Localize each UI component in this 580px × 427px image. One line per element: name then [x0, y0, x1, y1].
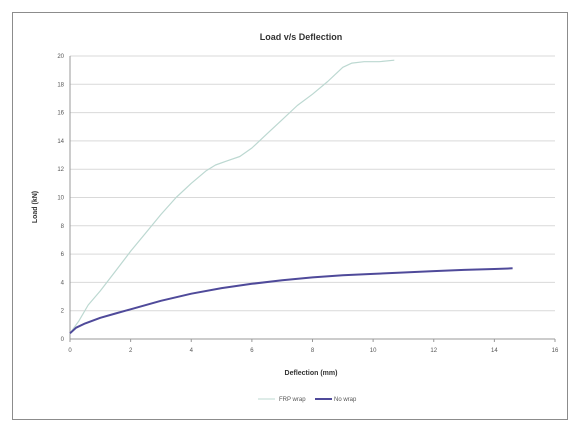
y-tick-label-0: 0	[61, 337, 65, 343]
x-tick-label-14: 14	[491, 348, 498, 354]
series-line-frp-wrap	[69, 59, 395, 334]
x-tick-label-8: 8	[311, 348, 315, 354]
x-tick-label-6: 6	[250, 348, 254, 354]
y-tick-label-18: 18	[57, 82, 64, 88]
x-tick-label-0: 0	[68, 348, 72, 354]
x-tick-label-10: 10	[370, 348, 377, 354]
y-tick-label-16: 16	[57, 111, 64, 117]
series-line-no-wrap	[69, 267, 513, 335]
y-axis-label: Load (kN)	[32, 191, 39, 223]
series-layer	[69, 59, 513, 335]
y-tick-label-8: 8	[61, 224, 65, 230]
y-tick-label-2: 2	[61, 309, 65, 315]
legend-label-no-wrap: No wrap	[334, 397, 357, 403]
chart-svg: Load v/s Deflection 0 2 4 6 8 10 12 14 16 18 20 0 2 4…	[32, 32, 559, 403]
x-axis-label: Deflection (mm)	[285, 370, 338, 377]
x-tick-label-16: 16	[552, 348, 559, 354]
x-tick-label-4: 4	[190, 348, 194, 354]
ticks-layer: 0 2 4 6 8 10 12 14 16 18 20 0 2 4 6 8 10 12 14 16	[57, 54, 559, 354]
grid-layer	[70, 55, 555, 340]
x-tick-label-12: 12	[430, 348, 437, 354]
y-tick-label-12: 12	[57, 167, 64, 173]
y-tick-label-6: 6	[61, 252, 65, 258]
axes-layer	[69, 56, 556, 342]
y-tick-label-10: 10	[57, 196, 64, 202]
y-tick-label-4: 4	[61, 280, 65, 286]
chart-title: Load v/s Deflection	[260, 32, 343, 42]
legend: FRP wrap No wrap	[258, 397, 357, 403]
y-tick-label-14: 14	[57, 139, 64, 145]
legend-label-frp-wrap: FRP wrap	[279, 397, 306, 403]
x-tick-label-2: 2	[129, 348, 133, 354]
y-tick-label-20: 20	[57, 54, 64, 60]
chart-frame: Load v/s Deflection 0 2 4 6 8 10 12 14 16 18 20 0 2 4…	[12, 12, 568, 420]
